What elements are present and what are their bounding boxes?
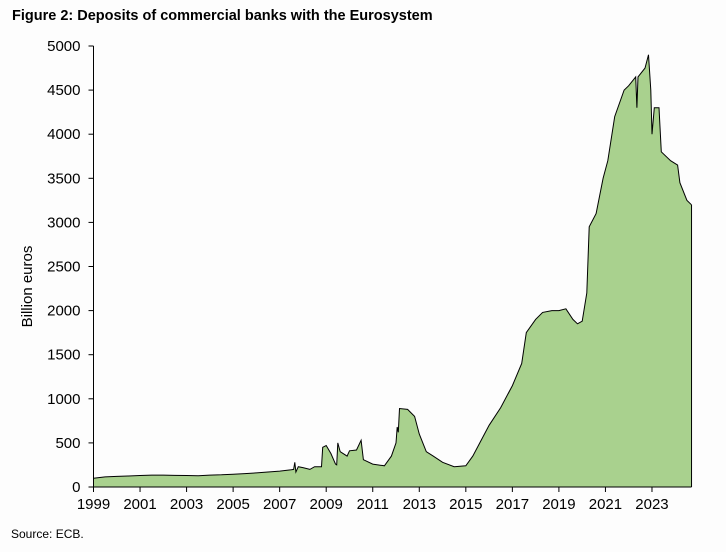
y-tick-label: 1500 xyxy=(47,347,80,364)
y-tick-label: 1000 xyxy=(47,391,80,408)
x-tick-label: 2003 xyxy=(170,496,203,513)
y-tick-label: 5000 xyxy=(47,38,80,55)
chart-title: Figure 2: Deposits of commercial banks w… xyxy=(12,8,433,24)
x-tick-label: 2011 xyxy=(357,496,389,513)
deposits-area xyxy=(93,54,692,488)
x-tick-label: 2019 xyxy=(542,496,575,513)
y-tick-label: 2500 xyxy=(47,259,80,276)
source-note: Source: ECB. xyxy=(11,527,84,541)
x-tick-label: 2009 xyxy=(310,496,343,513)
x-tick-label: 2021 xyxy=(589,496,622,513)
y-tick-label: 500 xyxy=(55,435,80,452)
y-tick-label: 3000 xyxy=(47,214,80,231)
y-axis-label: Billion euros xyxy=(19,246,36,328)
x-tick-label: 2007 xyxy=(263,496,296,513)
x-tick-label: 2013 xyxy=(403,496,436,513)
x-tick-label: 1999 xyxy=(77,496,110,513)
deposits-line xyxy=(93,54,692,479)
x-tick-label: 2001 xyxy=(123,496,156,513)
x-tick-label: 2005 xyxy=(216,496,249,513)
x-tick-label: 2017 xyxy=(496,496,529,513)
y-tick-label: 4500 xyxy=(47,82,80,99)
x-tick-label: 2015 xyxy=(449,496,482,513)
x-tick-label: 2023 xyxy=(635,496,668,513)
y-tick-label: 2000 xyxy=(47,303,80,320)
y-tick-label: 4000 xyxy=(47,126,80,143)
y-tick-label: 3500 xyxy=(47,170,80,187)
y-tick-label: 0 xyxy=(72,479,80,496)
